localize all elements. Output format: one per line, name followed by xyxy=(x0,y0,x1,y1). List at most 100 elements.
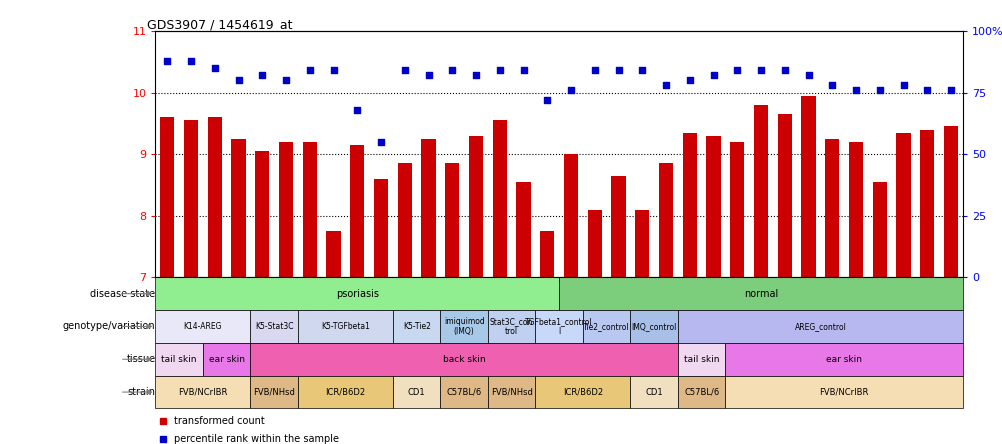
Bar xyxy=(801,96,815,277)
Bar xyxy=(250,310,298,343)
Bar xyxy=(848,142,863,277)
Point xyxy=(326,67,342,74)
Bar xyxy=(393,376,440,408)
Bar xyxy=(326,231,341,277)
Bar xyxy=(440,310,487,343)
Point xyxy=(895,82,911,89)
Bar xyxy=(630,310,677,343)
Text: normal: normal xyxy=(743,289,778,299)
Bar xyxy=(535,376,630,408)
Text: ear skin: ear skin xyxy=(208,355,244,364)
Point xyxy=(491,67,507,74)
Point xyxy=(681,77,697,84)
Point xyxy=(776,67,792,74)
Point xyxy=(610,67,626,74)
Bar xyxy=(487,310,535,343)
Bar xyxy=(155,376,250,408)
Bar xyxy=(872,182,886,277)
Point xyxy=(159,57,175,64)
Bar xyxy=(943,127,957,277)
Bar xyxy=(183,120,198,277)
Bar xyxy=(440,376,487,408)
Point xyxy=(206,64,222,71)
Bar xyxy=(919,130,934,277)
Text: psoriasis: psoriasis xyxy=(336,289,379,299)
Bar xyxy=(155,343,202,376)
Text: K5-Stat3C: K5-Stat3C xyxy=(255,322,294,331)
Bar xyxy=(445,163,459,277)
Point xyxy=(918,87,934,94)
Point xyxy=(586,67,602,74)
Bar xyxy=(563,154,577,277)
Point xyxy=(824,82,840,89)
Bar xyxy=(682,133,696,277)
Text: back skin: back skin xyxy=(443,355,485,364)
Bar xyxy=(535,310,582,343)
Text: C57BL/6: C57BL/6 xyxy=(446,388,481,396)
Bar xyxy=(677,343,724,376)
Bar xyxy=(677,376,724,408)
Point xyxy=(397,67,413,74)
Bar xyxy=(611,176,625,277)
Bar xyxy=(559,277,962,310)
Bar xyxy=(231,139,245,277)
Bar xyxy=(724,376,962,408)
Text: ICR/B6D2: ICR/B6D2 xyxy=(325,388,365,396)
Bar xyxy=(374,179,388,277)
Bar xyxy=(729,142,743,277)
Text: transformed count: transformed count xyxy=(174,416,265,426)
Point xyxy=(562,87,578,94)
Bar xyxy=(393,310,440,343)
Text: AREG_control: AREG_control xyxy=(794,322,846,331)
Bar xyxy=(250,343,677,376)
Text: strain: strain xyxy=(127,387,155,397)
Text: percentile rank within the sample: percentile rank within the sample xyxy=(174,434,339,444)
Text: Tie2_control: Tie2_control xyxy=(583,322,629,331)
Point xyxy=(539,96,555,103)
Bar xyxy=(350,145,364,277)
Point xyxy=(942,87,958,94)
Bar xyxy=(298,376,393,408)
Bar xyxy=(630,376,677,408)
Point xyxy=(728,67,744,74)
Bar xyxy=(587,210,601,277)
Text: K5-Tie2: K5-Tie2 xyxy=(403,322,430,331)
Point xyxy=(444,67,460,74)
Text: FVB/NHsd: FVB/NHsd xyxy=(490,388,532,396)
Text: C57BL/6: C57BL/6 xyxy=(683,388,718,396)
Bar xyxy=(155,277,559,310)
Point xyxy=(704,72,720,79)
Text: tail skin: tail skin xyxy=(683,355,718,364)
Text: K5-TGFbeta1: K5-TGFbeta1 xyxy=(321,322,370,331)
Bar xyxy=(202,343,250,376)
Text: ICR/B6D2: ICR/B6D2 xyxy=(562,388,602,396)
Bar xyxy=(634,210,648,277)
Bar xyxy=(207,117,221,277)
Bar xyxy=(677,310,962,343)
Text: ear skin: ear skin xyxy=(826,355,862,364)
Point xyxy=(753,67,769,74)
Bar xyxy=(896,133,910,277)
Text: TGFbeta1_control
l: TGFbeta1_control l xyxy=(525,317,592,336)
Point xyxy=(871,87,887,94)
Bar xyxy=(397,163,412,277)
Text: tail skin: tail skin xyxy=(161,355,196,364)
Bar xyxy=(724,343,962,376)
Point xyxy=(420,72,436,79)
Point xyxy=(302,67,318,74)
Bar xyxy=(160,117,174,277)
Bar xyxy=(303,142,317,277)
Text: imiquimod
(IMQ): imiquimod (IMQ) xyxy=(443,317,484,336)
Bar xyxy=(658,163,672,277)
Bar xyxy=(516,182,530,277)
Text: K14-AREG: K14-AREG xyxy=(183,322,222,331)
Bar xyxy=(487,376,535,408)
Point xyxy=(468,72,484,79)
Bar xyxy=(421,139,435,277)
Bar xyxy=(705,136,719,277)
Bar xyxy=(255,151,270,277)
Point xyxy=(373,138,389,145)
Bar xyxy=(540,231,554,277)
Point xyxy=(349,106,365,113)
Bar xyxy=(469,136,483,277)
